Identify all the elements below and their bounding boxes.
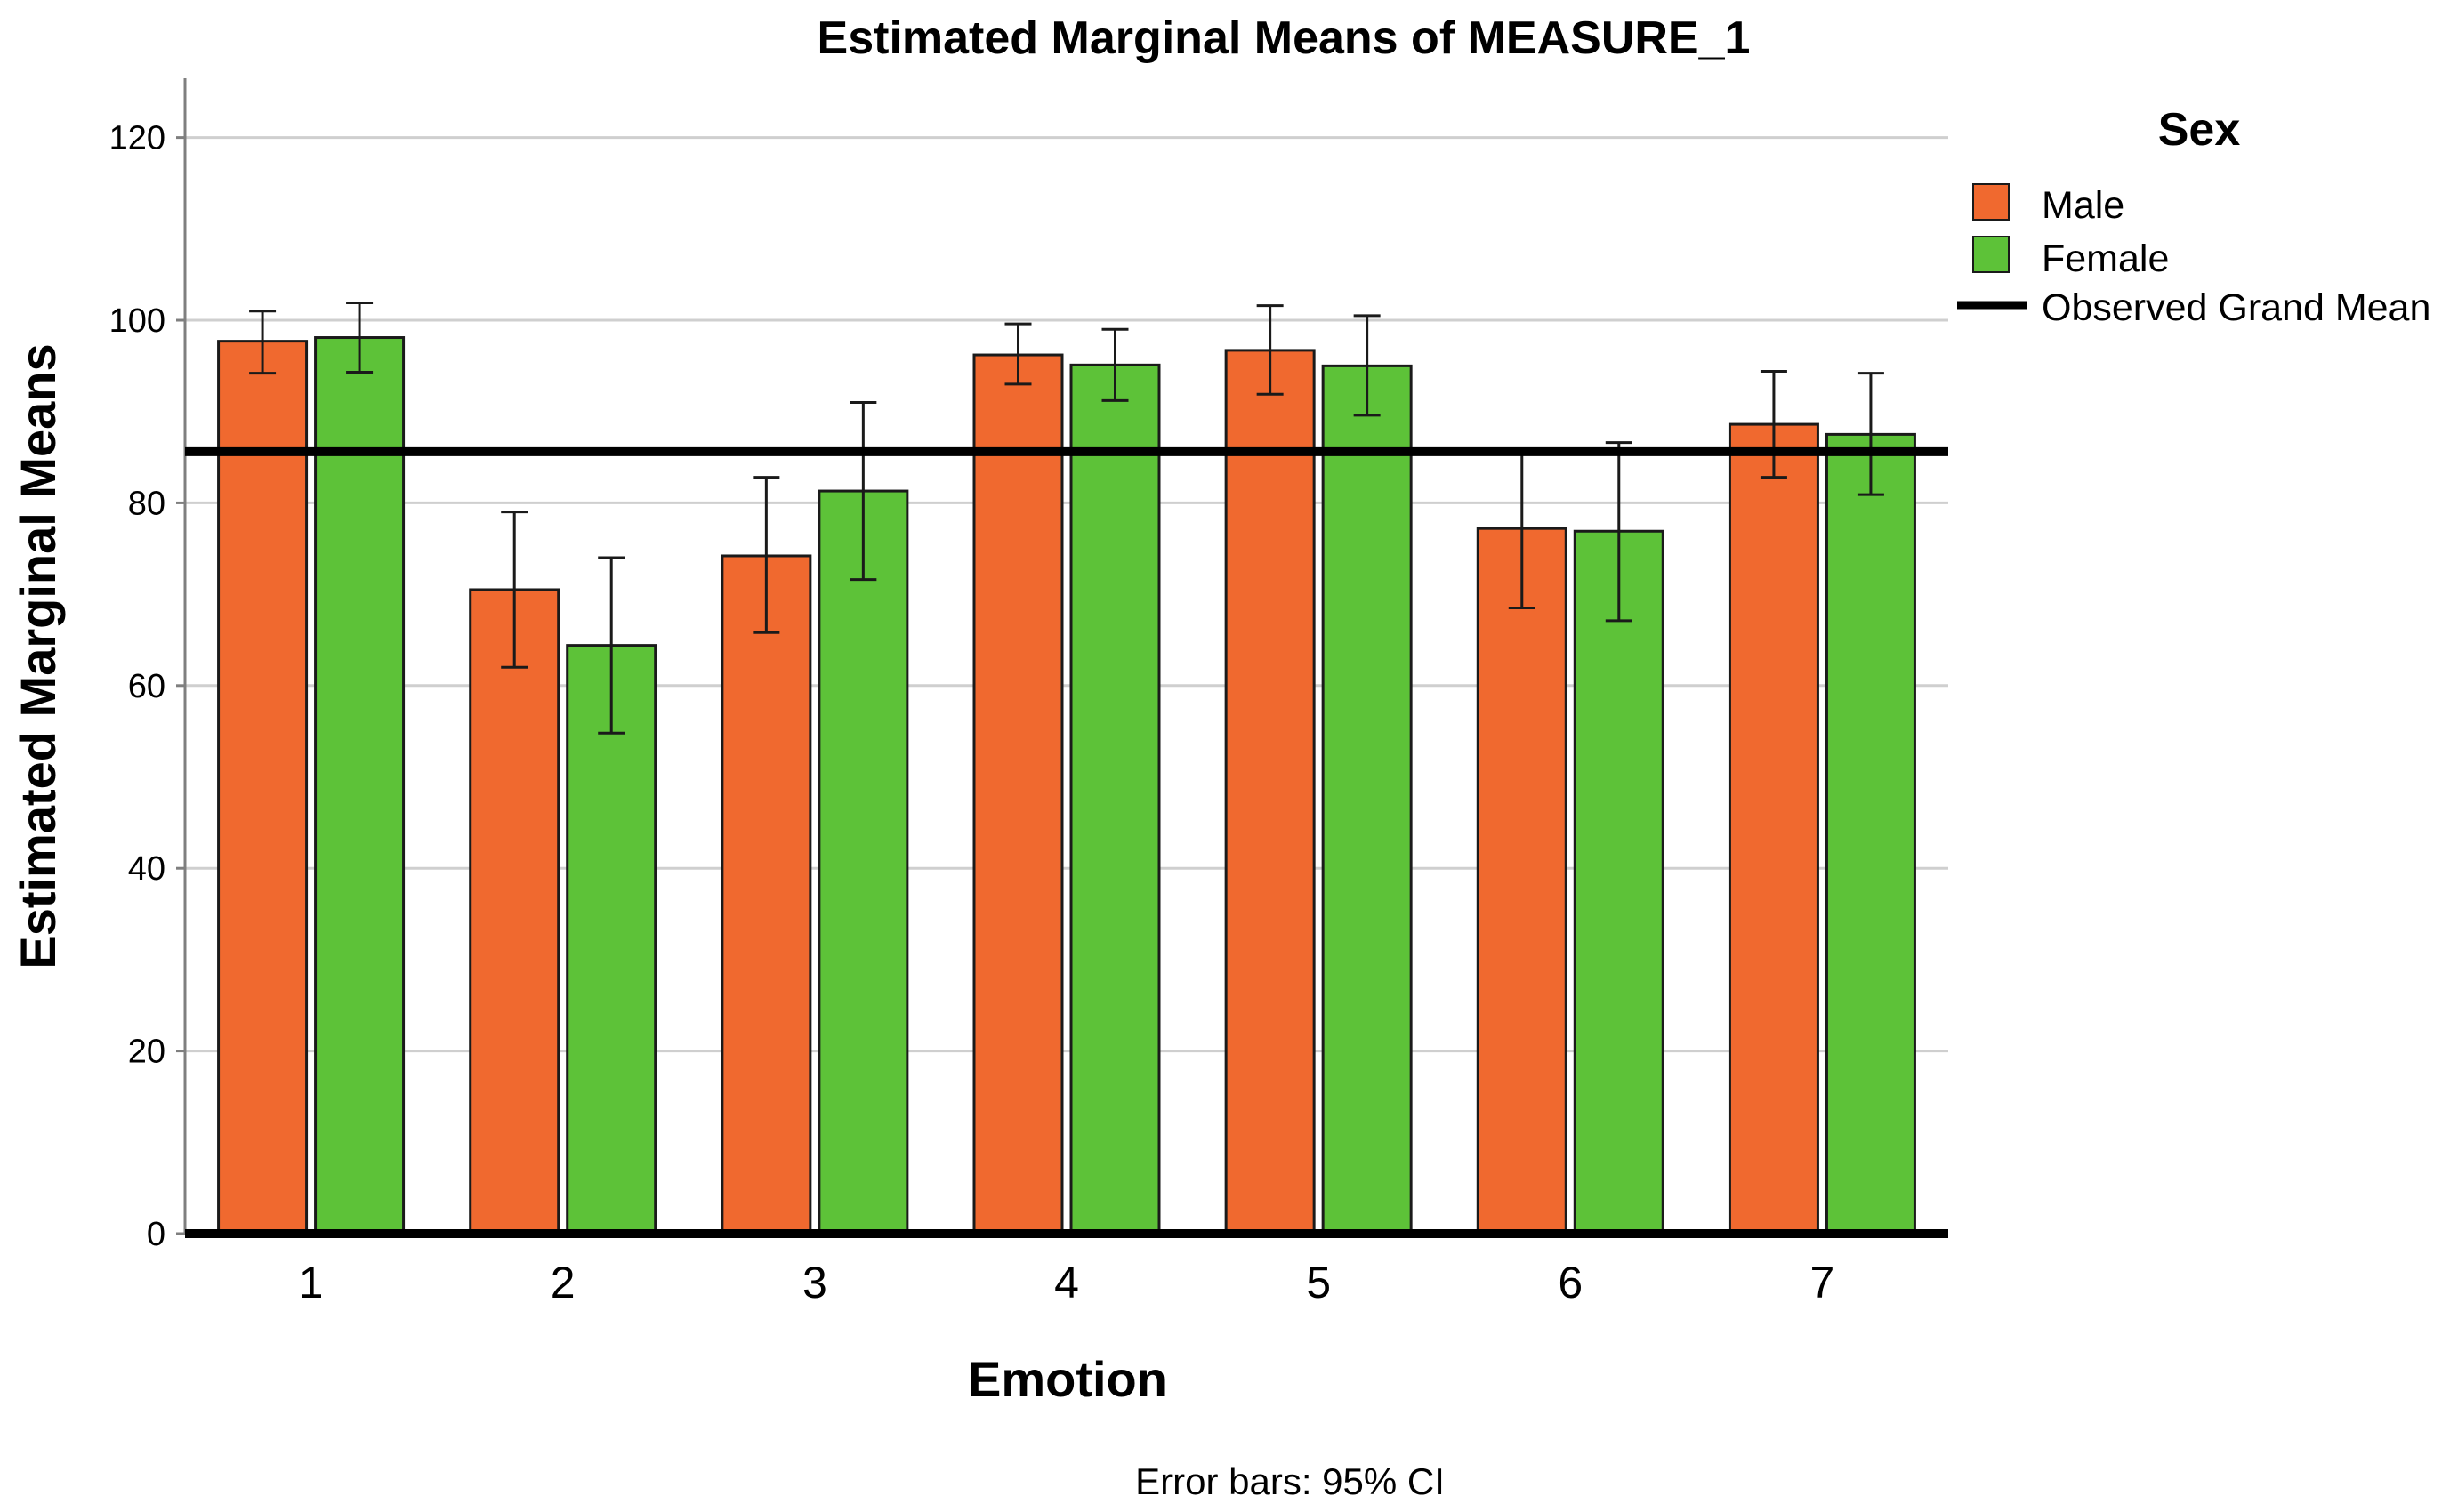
y-tick-label-20: 20 xyxy=(128,1033,165,1071)
legend-label-female: Female xyxy=(2042,237,2169,280)
y-tick-label-120: 120 xyxy=(109,120,165,157)
bar-female-5 xyxy=(1321,364,1413,1235)
y-tick-label-100: 100 xyxy=(109,302,165,340)
bar-male-4 xyxy=(972,353,1064,1235)
gridlines xyxy=(185,136,1948,1053)
bar-male-3 xyxy=(721,554,812,1235)
bar-male-1 xyxy=(217,340,309,1235)
x-tick-label-2: 2 xyxy=(551,1258,576,1307)
y-tick-label-60: 60 xyxy=(128,668,165,705)
x-tick-label-6: 6 xyxy=(1558,1258,1583,1307)
legend-title: Sex xyxy=(2158,104,2241,156)
chart-title: Estimated Marginal Means of MEASURE_1 xyxy=(818,12,1751,64)
x-tick-label-1: 1 xyxy=(299,1258,324,1307)
bar-male-5 xyxy=(1224,349,1316,1235)
x-axis-ticks: 1 2 3 4 5 6 7 xyxy=(299,1258,1835,1307)
legend-swatch-female xyxy=(1972,236,2010,273)
x-tick-label-7: 7 xyxy=(1810,1258,1835,1307)
error-bars xyxy=(249,302,1884,735)
x-tick-label-5: 5 xyxy=(1306,1258,1331,1307)
x-tick-label-3: 3 xyxy=(802,1258,827,1307)
x-axis-title: Emotion xyxy=(968,1351,1167,1407)
y-tick-label-40: 40 xyxy=(128,850,165,888)
bar-female-2 xyxy=(566,644,657,1235)
bar-female-3 xyxy=(818,489,909,1235)
bar-female-4 xyxy=(1069,363,1161,1235)
y-tick-label-80: 80 xyxy=(128,485,165,522)
bar-female-6 xyxy=(1573,529,1664,1235)
legend: Sex Male Female Observed Grand Mean xyxy=(1957,104,2430,329)
bar-male-6 xyxy=(1476,527,1567,1235)
bar-male-2 xyxy=(469,588,560,1235)
footnote: Error bars: 95% CI xyxy=(1135,1460,1445,1502)
y-tick-label-0: 0 xyxy=(147,1216,165,1253)
legend-swatch-male xyxy=(1972,183,2010,221)
bar-female-7 xyxy=(1825,432,1916,1235)
y-axis-title: Estimated Marginal Means xyxy=(10,343,66,969)
legend-label-grand-mean: Observed Grand Mean xyxy=(2042,286,2430,329)
bar-female-1 xyxy=(314,336,406,1235)
x-tick-label-4: 4 xyxy=(1054,1258,1079,1307)
bar-male-7 xyxy=(1728,422,1819,1235)
bars xyxy=(217,336,1916,1235)
legend-label-male: Male xyxy=(2042,184,2124,227)
y-axis-ticks: 0 20 40 60 80 100 120 xyxy=(109,120,185,1253)
